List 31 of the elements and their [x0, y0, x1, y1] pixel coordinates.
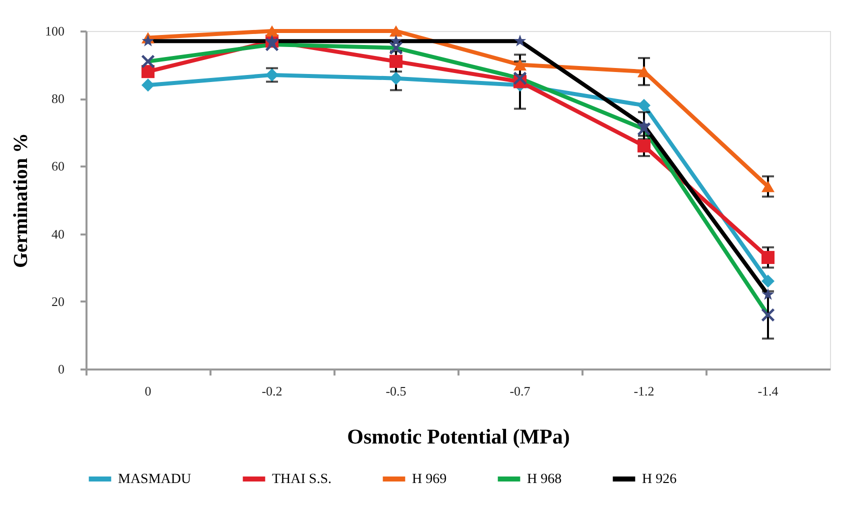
legend-label: THAI S.S. — [272, 472, 332, 487]
x-tick-label: -1.2 — [634, 384, 654, 398]
point — [389, 72, 403, 85]
x-tick-label: -0.2 — [262, 384, 282, 398]
legend-label: H 926 — [642, 472, 677, 487]
point — [761, 250, 775, 264]
legend-label: MASMADU — [118, 472, 192, 487]
y-tick-label: 100 — [45, 24, 64, 38]
x-tick-label: 0 — [144, 384, 152, 398]
y-tick-label: 40 — [52, 226, 64, 242]
y-tick-label: 0 — [58, 362, 64, 376]
legend-label: H 968 — [527, 472, 562, 487]
point — [761, 274, 775, 288]
point — [637, 139, 651, 152]
y-axis-title: Germination % — [10, 133, 32, 268]
point — [141, 78, 155, 92]
point — [761, 180, 775, 192]
x-axis-title: Osmotic Potential (MPa) — [347, 424, 570, 448]
point — [513, 59, 527, 70]
point — [637, 98, 651, 112]
x-tick-label: -1.4 — [758, 384, 779, 398]
point — [389, 25, 403, 37]
y-tick-label: 20 — [52, 294, 64, 309]
point — [389, 54, 403, 68]
point — [265, 25, 279, 37]
y-tick-label: 80 — [52, 91, 64, 106]
x-tick-label: -0.7 — [510, 384, 531, 398]
point — [141, 65, 155, 78]
y-tick-label: 60 — [52, 158, 64, 174]
legend-label: H 969 — [412, 472, 447, 487]
x-tick-label: -0.5 — [386, 384, 406, 398]
